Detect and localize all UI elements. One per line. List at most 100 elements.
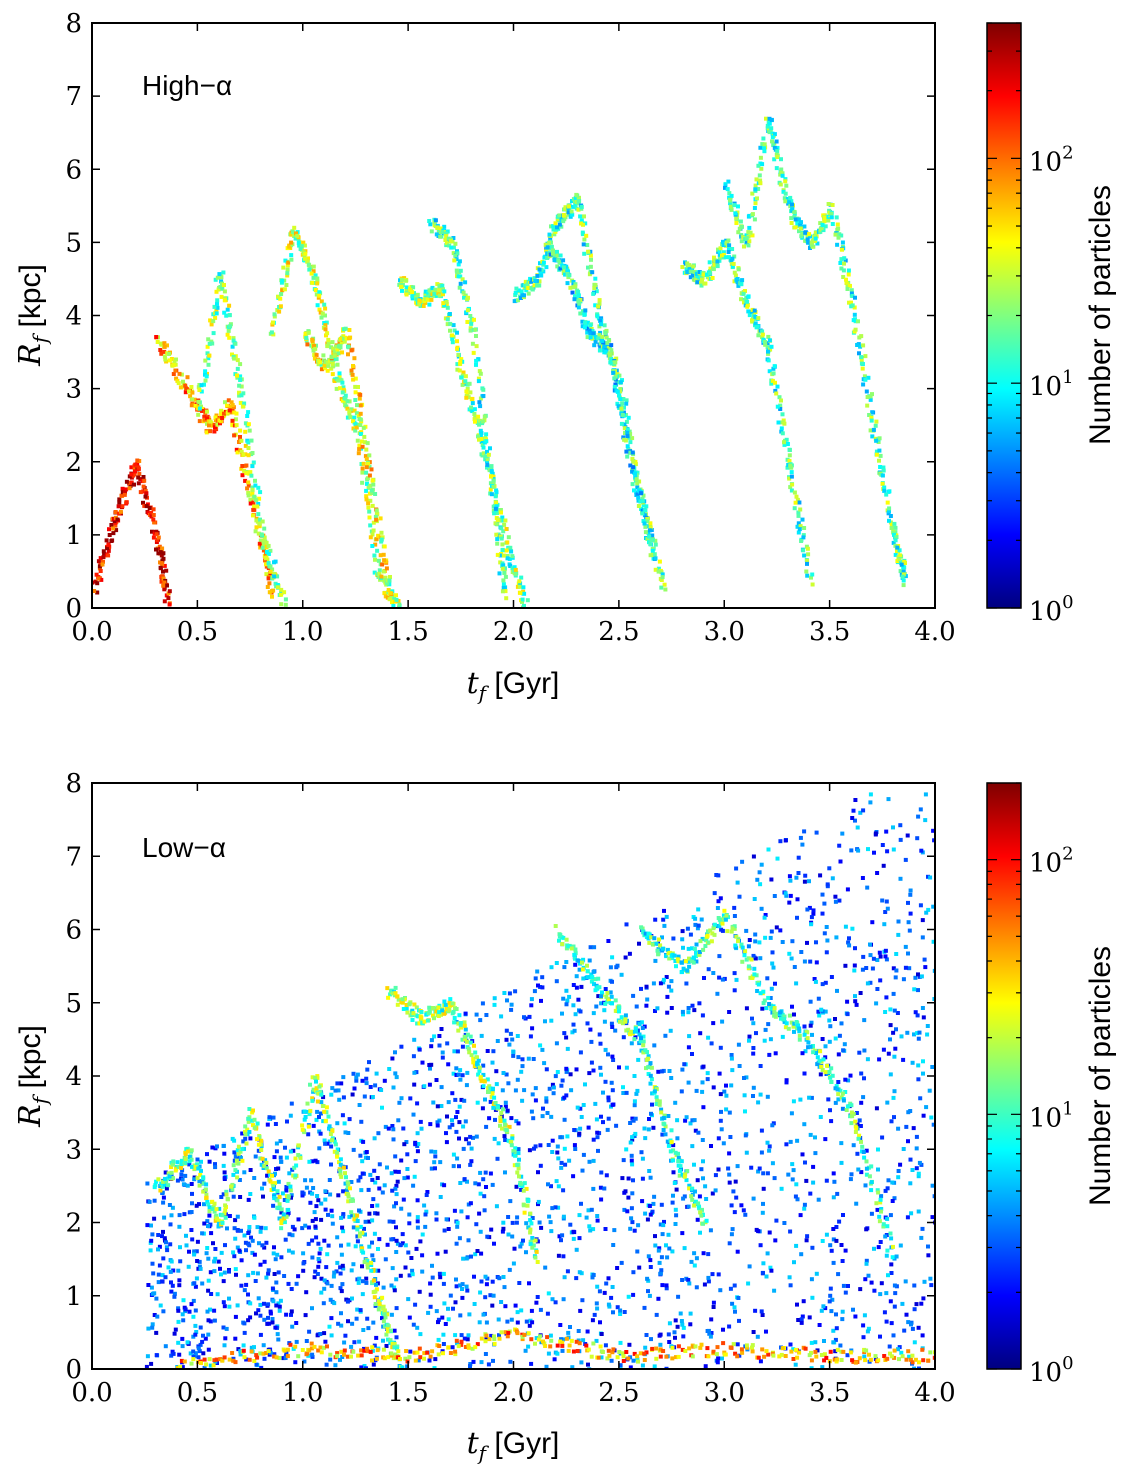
heatmap-cell <box>769 929 774 934</box>
heatmap-cell <box>522 591 527 596</box>
heatmap-cell <box>459 357 464 362</box>
heatmap-cell <box>660 1283 665 1288</box>
heatmap-cell <box>252 1215 257 1220</box>
heatmap-cell <box>467 1312 472 1317</box>
heatmap-cell <box>413 1142 418 1147</box>
heatmap-cell <box>345 415 350 420</box>
colorbar-label: Number of particles <box>1084 185 1117 445</box>
heatmap-cell <box>222 298 227 303</box>
heatmap-cell <box>820 222 825 227</box>
heatmap-cell <box>373 542 378 547</box>
heatmap-cell <box>803 230 808 235</box>
heatmap-cell <box>271 588 276 593</box>
heatmap-cell <box>151 507 156 512</box>
heatmap-cell <box>765 126 770 131</box>
heatmap-cell <box>552 232 557 237</box>
heatmap-cell <box>392 1285 397 1290</box>
heatmap-cell <box>837 1219 842 1224</box>
heatmap-cell <box>352 1086 357 1091</box>
heatmap-cell <box>602 345 607 349</box>
heatmap-cell <box>474 358 479 363</box>
heatmap-cell <box>420 1269 425 1274</box>
heatmap-cell <box>472 317 476 322</box>
heatmap-cell <box>273 1257 278 1262</box>
heatmap-cell <box>248 1301 253 1306</box>
heatmap-cell <box>411 1183 416 1188</box>
heatmap-cell <box>690 1052 694 1056</box>
heatmap-cell <box>820 1239 825 1243</box>
heatmap-cell <box>455 249 459 254</box>
heatmap-cell <box>177 1224 182 1229</box>
heatmap-cell <box>695 926 700 931</box>
heatmap-cell <box>561 213 566 217</box>
heatmap-cell <box>231 1250 236 1255</box>
heatmap-cell <box>782 196 787 201</box>
heatmap-cell <box>489 1333 494 1338</box>
heatmap-cell <box>337 371 342 376</box>
heatmap-cell <box>721 239 725 244</box>
heatmap-cell <box>221 270 226 275</box>
heatmap-cell <box>835 1191 840 1196</box>
heatmap-cell <box>436 1317 441 1322</box>
heatmap-cell <box>430 285 435 290</box>
heatmap-cell <box>307 1329 312 1334</box>
heatmap-cell <box>698 1031 703 1036</box>
heatmap-cell <box>920 1333 925 1338</box>
heatmap-cell <box>162 341 167 346</box>
heatmap-cell <box>730 264 735 269</box>
heatmap-cell <box>695 275 700 280</box>
heatmap-cell <box>628 432 633 436</box>
heatmap-cell <box>869 418 874 423</box>
heatmap-cell <box>375 1176 380 1180</box>
heatmap-cell <box>366 462 371 466</box>
heatmap-cell <box>207 423 211 428</box>
heatmap-cell <box>609 343 614 348</box>
heatmap-cell <box>850 926 855 931</box>
heatmap-cell <box>508 564 513 568</box>
heatmap-cell <box>899 1350 904 1355</box>
heatmap-cell <box>889 1262 894 1267</box>
heatmap-cell <box>438 1160 443 1165</box>
heatmap-cell <box>433 1154 438 1159</box>
heatmap-cell <box>852 963 857 968</box>
heatmap-cell <box>459 1209 464 1214</box>
heatmap-cell <box>741 1208 746 1213</box>
heatmap-cell <box>100 562 105 567</box>
heatmap-cell <box>206 1332 211 1337</box>
heatmap-cell <box>253 1154 258 1159</box>
heatmap-cell <box>862 1354 867 1359</box>
heatmap-cell <box>805 1234 810 1239</box>
heatmap-cell <box>225 332 230 337</box>
heatmap-cell <box>765 345 770 350</box>
heatmap-cell <box>179 372 184 377</box>
heatmap-cell <box>364 494 369 499</box>
heatmap-cell <box>633 471 637 476</box>
heatmap-cell <box>549 1229 554 1234</box>
heatmap-cell <box>610 979 614 984</box>
heatmap-cell <box>403 1243 408 1248</box>
heatmap-cell <box>349 407 354 412</box>
heatmap-cell <box>878 465 883 469</box>
heatmap-cell <box>658 1332 663 1337</box>
heatmap-cell <box>477 369 482 374</box>
heatmap-cell <box>576 293 581 298</box>
heatmap-cell <box>609 1295 614 1300</box>
heatmap-cell <box>288 1113 293 1118</box>
heatmap-cell <box>884 829 889 834</box>
heatmap-cell <box>660 935 664 940</box>
heatmap-cell <box>366 485 371 490</box>
heatmap-cell <box>102 552 107 557</box>
heatmap-cell <box>684 267 689 272</box>
heatmap-cell <box>520 597 525 602</box>
heatmap-cell <box>596 994 601 999</box>
heatmap-cell <box>634 1091 639 1096</box>
heatmap-cell <box>209 322 214 327</box>
heatmap-cell <box>470 401 475 406</box>
heatmap-cell <box>94 572 99 577</box>
heatmap-cell <box>187 1162 192 1167</box>
heatmap-cell <box>288 1149 293 1154</box>
heatmap-cell <box>162 344 167 349</box>
heatmap-cell <box>708 1334 713 1339</box>
heatmap-cell <box>763 342 768 347</box>
heatmap-cell <box>581 222 585 227</box>
